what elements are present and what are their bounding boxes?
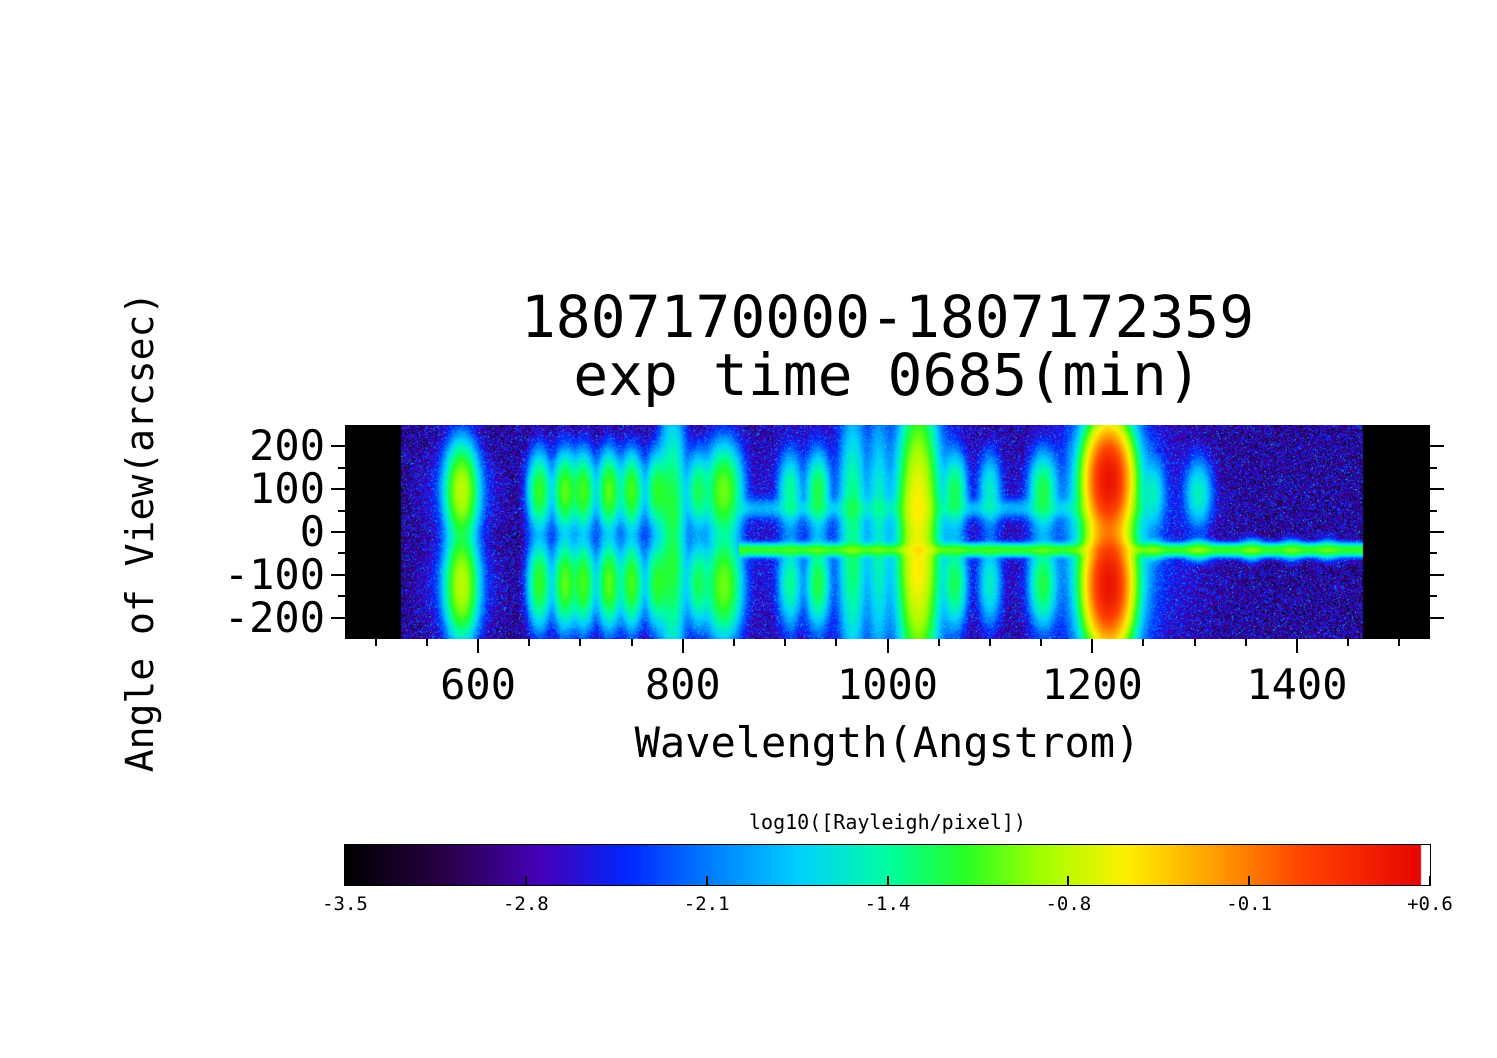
colorbar-tick — [1248, 876, 1251, 885]
x-tick-minor — [630, 639, 633, 646]
colorbar-tick — [344, 876, 346, 885]
x-axis-label: Wavelength(Angstrom) — [634, 718, 1141, 767]
colorbar-title: log10([Rayleigh/pixel]) — [749, 810, 1026, 834]
x-tick-major — [1091, 639, 1094, 653]
y-tick-label: 0 — [299, 507, 325, 556]
y-tick-minor — [338, 595, 345, 598]
x-tick-minor — [528, 639, 531, 646]
y-tick-major-right — [1430, 488, 1444, 491]
y-tick-minor — [338, 509, 345, 512]
y-tick-label: 100 — [249, 464, 325, 514]
colorbar-tick — [705, 876, 708, 885]
x-tick-minor — [579, 639, 582, 646]
y-tick-major — [331, 488, 345, 491]
x-tick-minor — [1347, 639, 1350, 646]
x-tick-label: 1400 — [1246, 660, 1348, 709]
plot-title-line1: 1807170000-1807172359 — [520, 283, 1255, 351]
y-tick-label: -200 — [223, 592, 325, 642]
x-tick-minor — [425, 639, 428, 646]
x-tick-major — [681, 639, 684, 653]
y-tick-label: 200 — [249, 421, 325, 471]
spectral-image — [345, 425, 1430, 639]
x-tick-minor — [835, 639, 838, 646]
x-tick-label: 600 — [440, 660, 516, 709]
colorbar-tick-label: -0.8 — [1045, 893, 1092, 915]
y-axis-label: Angle of View(arcsec) — [118, 291, 162, 773]
y-tick-label: -100 — [223, 549, 325, 599]
x-tick-minor — [1040, 639, 1043, 646]
x-tick-minor — [784, 639, 787, 646]
x-tick-minor — [374, 639, 377, 646]
colorbar-tick — [1067, 876, 1070, 885]
x-tick-label: 1000 — [836, 660, 939, 709]
colorbar-tick — [524, 876, 527, 885]
colorbar-tick-label: -2.8 — [502, 893, 549, 915]
x-tick-minor — [732, 639, 735, 646]
x-tick-label: 1200 — [1041, 660, 1143, 709]
y-tick-major-right — [1430, 573, 1444, 576]
y-tick-minor-right — [1430, 466, 1437, 469]
y-tick-major — [331, 616, 345, 619]
x-tick-minor — [1142, 639, 1145, 646]
colorbar-tick-label: +0.6 — [1407, 893, 1453, 915]
y-tick-minor-right — [1430, 509, 1437, 512]
x-tick-minor — [937, 639, 940, 646]
x-tick-minor — [1244, 639, 1247, 646]
x-tick-major — [1295, 639, 1298, 653]
y-tick-major-right — [1430, 531, 1444, 533]
colorbar-tick-label: -3.5 — [322, 893, 368, 915]
colorbar-tick-label: -1.4 — [864, 893, 911, 915]
y-tick-major-right — [1430, 616, 1444, 619]
x-tick-label: 800 — [644, 660, 721, 709]
y-tick-minor — [338, 466, 345, 469]
y-tick-major — [331, 531, 345, 533]
y-tick-minor-right — [1430, 552, 1437, 555]
y-tick-major — [331, 573, 345, 576]
plot-title-line2: exp time 0685(min) — [573, 341, 1202, 409]
y-tick-major — [331, 445, 345, 448]
x-tick-minor — [1398, 639, 1401, 646]
colorbar-tick-label: -2.1 — [683, 893, 730, 915]
y-tick-minor — [338, 552, 345, 555]
y-tick-minor-right — [1430, 595, 1437, 598]
x-tick-minor — [988, 639, 991, 646]
y-tick-major-right — [1430, 445, 1444, 448]
colorbar-tick — [1429, 876, 1431, 885]
x-tick-major — [477, 639, 480, 653]
colorbar-tick — [886, 876, 889, 885]
x-tick-minor — [1193, 639, 1196, 646]
x-tick-major — [886, 639, 889, 653]
colorbar-tick-label: -0.1 — [1226, 893, 1273, 915]
